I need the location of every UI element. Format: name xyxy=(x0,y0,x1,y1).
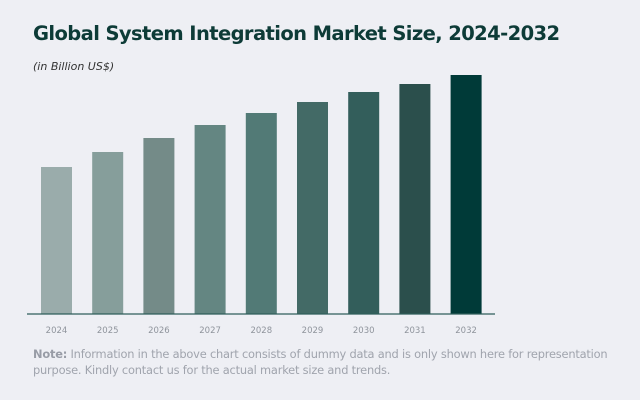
disclaimer-note: Note: Information in the above chart con… xyxy=(33,346,613,378)
bar-2025 xyxy=(92,152,124,314)
bar-2030 xyxy=(348,92,380,314)
x-tick-label: 2028 xyxy=(250,326,272,336)
note-text: Information in the above chart consists … xyxy=(33,347,608,377)
x-tick-label: 2032 xyxy=(455,326,477,336)
chart-title: Global System Integration Market Size, 2… xyxy=(33,22,560,45)
bar-chart: 2024 2025 2026 2027 2028 2029 2030 2031 2032 xyxy=(27,75,495,336)
bar-2032 xyxy=(450,75,482,314)
bar-2027 xyxy=(194,125,226,314)
bar-2029 xyxy=(297,102,328,314)
bar-2031 xyxy=(399,84,431,314)
bar-2026 xyxy=(143,138,175,314)
x-tick-label: 2031 xyxy=(404,326,426,336)
bar-2028 xyxy=(245,113,277,314)
x-tick-label: 2024 xyxy=(46,326,68,336)
x-tick-label: 2029 xyxy=(302,326,324,336)
x-tick-label: 2030 xyxy=(353,326,375,336)
bar-2024 xyxy=(41,167,72,314)
x-tick-label: 2025 xyxy=(97,326,119,336)
chart-subtitle: (in Billion US$) xyxy=(33,60,115,73)
x-tick-label: 2027 xyxy=(199,326,221,336)
x-tick-label: 2026 xyxy=(148,326,170,336)
note-label: Note: xyxy=(33,347,68,361)
